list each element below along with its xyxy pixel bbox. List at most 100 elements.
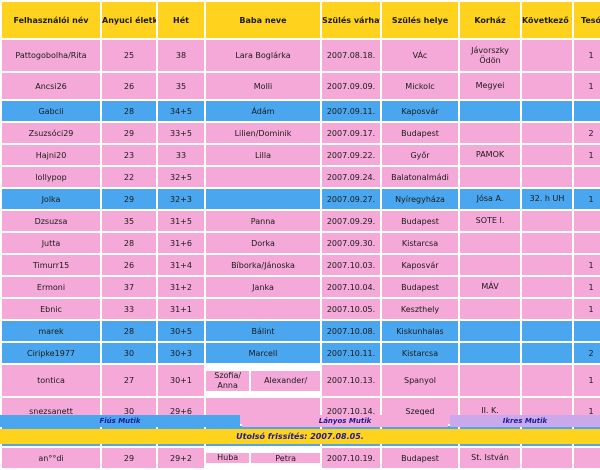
table-row: Ciripke1977 30 30+3 Marcell 2007.10.11. Kista… <box>2 343 600 363</box>
cell-sibling: 1 <box>574 255 600 275</box>
cell-place: Kaposvár <box>382 101 458 121</box>
cell-sibling: 2 <box>574 343 600 363</box>
cell-due: 2007.10.13. <box>322 365 380 396</box>
cell-week: 38 <box>158 40 204 71</box>
cell-age: 26 <box>102 255 156 275</box>
cell-baby: Szofia/ Anna Alexander/ <box>206 365 320 396</box>
cell-place: Kistarcsa <box>382 233 458 253</box>
cell-place: Keszthely <box>382 299 458 319</box>
cell-hospital <box>460 101 520 121</box>
cell-next <box>522 233 572 253</box>
cell-due: 2007.09.09. <box>322 73 380 99</box>
cell-week: 33+5 <box>158 123 204 143</box>
cell-hospital: Megyei <box>460 73 520 99</box>
cell-user: Ciripke1977 <box>2 343 100 363</box>
cell-place: Budapest <box>382 448 458 468</box>
cell-sibling: 1 <box>574 299 600 319</box>
cell-age: 28 <box>102 101 156 121</box>
cell-next <box>522 255 572 275</box>
baby-split: Szofia/ Anna Alexander/ <box>206 370 320 391</box>
cell-week: 29+2 <box>158 448 204 468</box>
header-age: Anyuci életkora <box>102 2 156 38</box>
baby-name-first: Huba <box>206 453 250 463</box>
cell-hospital: St. István <box>460 448 520 468</box>
cell-due: 2007.09.30. <box>322 233 380 253</box>
cell-hospital <box>460 321 520 341</box>
cell-place: Budapest <box>382 277 458 297</box>
cell-place: Kistarcsa <box>382 343 458 363</box>
cell-user: lollypop <box>2 167 100 187</box>
cell-due: 2007.10.05. <box>322 299 380 319</box>
legend-twins: Ikres Mutik <box>450 415 600 427</box>
table-row: Ermoni 37 31+2 Janka 2007.10.04. Budapest MÁV 1 <box>2 277 600 297</box>
table-row: Gabcii 28 34+5 Ádám 2007.09.11. Kaposvár <box>2 101 600 121</box>
cell-baby: Ádám <box>206 101 320 121</box>
header-row: Felhasználói név Anyuci életkora Hét Bab… <box>2 2 600 38</box>
cell-week: 31+1 <box>158 299 204 319</box>
cell-user: Gabcii <box>2 101 100 121</box>
cell-next <box>522 343 572 363</box>
cell-baby <box>206 167 320 187</box>
table-row: Jolka 29 32+3 2007.09.27. Nyíregyháza Jósa A.… <box>2 189 600 209</box>
cell-week: 31+6 <box>158 233 204 253</box>
cell-next <box>522 167 572 187</box>
header-sibling: Tesó <box>574 2 600 38</box>
cell-due: 2007.09.11. <box>322 101 380 121</box>
cell-next <box>522 211 572 231</box>
cell-user: Jutta <box>2 233 100 253</box>
cell-place: Budapest <box>382 211 458 231</box>
cell-user: tontica <box>2 365 100 396</box>
cell-week: 31+5 <box>158 211 204 231</box>
cell-hospital <box>460 255 520 275</box>
cell-user: Hajni20 <box>2 145 100 165</box>
cell-sibling: 1 <box>574 145 600 165</box>
cell-next <box>522 277 572 297</box>
baby-name-first: Szofia/ Anna <box>206 370 250 391</box>
table-row: Dzsuzsa 35 31+5 Panna 2007.09.29. Budapest SOT… <box>2 211 600 231</box>
cell-hospital <box>460 343 520 363</box>
cell-sibling <box>574 101 600 121</box>
cell-week: 35 <box>158 73 204 99</box>
table-row: tontica 27 30+1 Szofia/ Anna Alexander/2007.… <box>2 365 600 396</box>
cell-week: 32+5 <box>158 167 204 187</box>
cell-user: Jolka <box>2 189 100 209</box>
cell-hospital <box>460 167 520 187</box>
cell-due: 2007.10.19. <box>322 448 380 468</box>
cell-due: 2007.09.22. <box>322 145 380 165</box>
cell-due: 2007.10.04. <box>322 277 380 297</box>
table-row: an°°di 29 29+2 Huba Petra 2007.10.19. Budapest… <box>2 448 600 468</box>
cell-next <box>522 321 572 341</box>
cell-hospital: SOTE I. <box>460 211 520 231</box>
baby-name-second: Alexander/ <box>251 370 320 391</box>
cell-sibling: 1 <box>574 189 600 209</box>
table-row: Ancsi26 26 35 Molli 2007.09.09. Mickolc Megyei… <box>2 73 600 99</box>
cell-baby: Huba Petra <box>206 448 320 468</box>
cell-next: 32. h UH <box>522 189 572 209</box>
cell-week: 31+4 <box>158 255 204 275</box>
cell-age: 28 <box>102 233 156 253</box>
last-updated: Utolsó frissítés: 2007.08.05. <box>0 429 600 444</box>
cell-place: Kaposvár <box>382 255 458 275</box>
legend-boys: Fiús Mutik <box>0 415 240 427</box>
cell-due: 2007.09.29. <box>322 211 380 231</box>
cell-next <box>522 365 572 396</box>
table-row: Ebnic 33 31+1 2007.10.05. Keszthely 1 <box>2 299 600 319</box>
cell-baby <box>206 299 320 319</box>
header-next: Következő vizsgálat <box>522 2 572 38</box>
cell-due: 2007.10.03. <box>322 255 380 275</box>
table-row: Hajni20 23 33 Lilla 2007.09.22. Győr PAMOK 1 <box>2 145 600 165</box>
legend: Fiús Mutik Lányos Mutik Ikres Mutik <box>0 415 600 427</box>
header-due: Szülés várható ideje <box>322 2 380 38</box>
cell-sibling <box>574 167 600 187</box>
cell-sibling: 1 <box>574 365 600 396</box>
cell-next <box>522 123 572 143</box>
cell-due: 2007.08.18. <box>322 40 380 71</box>
baby-name-second: Petra <box>251 453 320 463</box>
cell-next <box>522 145 572 165</box>
cell-user: Dzsuzsa <box>2 211 100 231</box>
cell-next <box>522 101 572 121</box>
cell-hospital: PAMOK <box>460 145 520 165</box>
header-user: Felhasználói név <box>2 2 100 38</box>
cell-baby: Dorka <box>206 233 320 253</box>
cell-baby: Janka <box>206 277 320 297</box>
